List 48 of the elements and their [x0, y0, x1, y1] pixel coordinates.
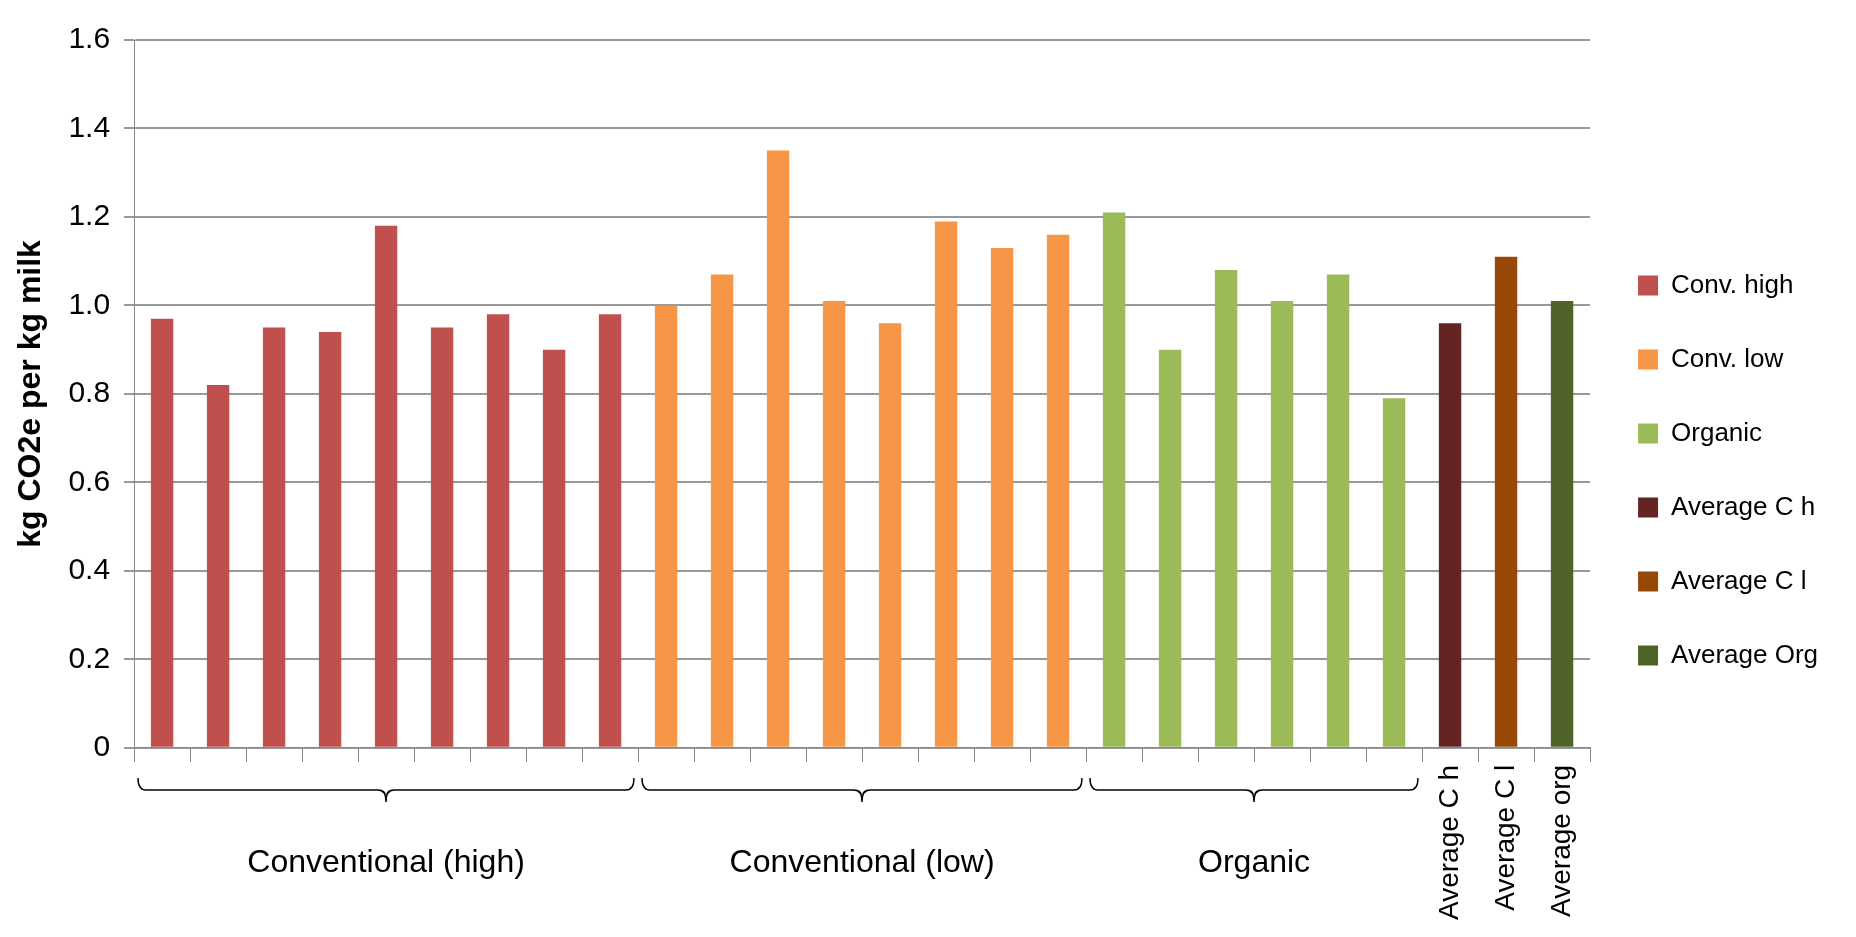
bar — [430, 327, 454, 747]
text: Conventional (low) — [729, 842, 995, 879]
bar — [150, 318, 174, 747]
bar — [822, 301, 846, 747]
bar — [934, 221, 958, 747]
text: Conventional (high) — [247, 842, 525, 879]
y-tick-label: 1.2 — [68, 198, 111, 232]
bar — [766, 150, 790, 747]
y-tick-label: 0.8 — [68, 375, 111, 409]
bar — [542, 349, 566, 747]
y-tick-label: 1.4 — [68, 109, 111, 143]
legend-label: Average Org — [1671, 638, 1818, 669]
bar — [318, 331, 342, 747]
bar — [1270, 301, 1294, 747]
bar — [1550, 301, 1574, 747]
bar — [1158, 349, 1182, 747]
text: Organic — [1198, 842, 1311, 879]
legend-label: Conv. low — [1671, 342, 1784, 373]
y-tick-label: 0.6 — [68, 463, 111, 497]
bar — [1046, 234, 1070, 747]
bar — [206, 385, 230, 747]
x-tick-label: Average C h — [1432, 764, 1464, 921]
bar — [598, 314, 622, 747]
bar — [1102, 212, 1126, 747]
bar — [1214, 270, 1238, 747]
legend-label: Average C l — [1671, 564, 1807, 595]
y-axis-title: kg CO2e per kg milk — [11, 239, 48, 548]
y-tick-label: 1.6 — [68, 21, 111, 55]
bar — [1382, 398, 1406, 747]
y-tick-label: 1.0 — [68, 286, 111, 320]
y-tick-label: 0.4 — [68, 552, 111, 586]
legend-label: Organic — [1671, 416, 1763, 447]
legend-label: Conv. high — [1671, 268, 1794, 299]
x-tick-label: Average C l — [1488, 764, 1520, 911]
bar — [878, 323, 902, 747]
bar — [374, 225, 398, 747]
bar — [1438, 323, 1462, 747]
bar — [1494, 256, 1518, 747]
y-tick-label: 0 — [93, 729, 111, 763]
x-tick-label: Average org — [1544, 764, 1576, 917]
bar — [990, 247, 1014, 747]
y-tick-label: 0.2 — [68, 640, 111, 674]
bar — [654, 305, 678, 747]
legend-label: Average C h — [1671, 490, 1816, 521]
bar — [1326, 274, 1350, 747]
bar — [486, 314, 510, 747]
bar — [710, 274, 734, 747]
bar — [262, 327, 286, 747]
